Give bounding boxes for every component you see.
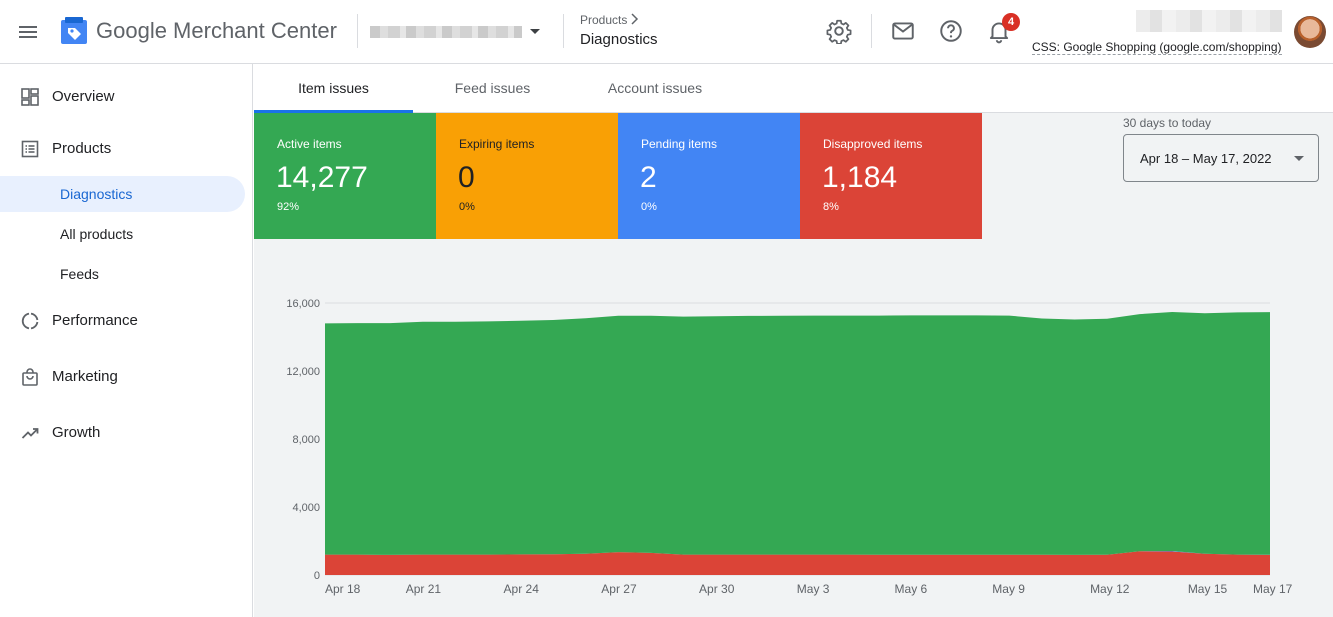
sidebar-item-label: Marketing [52, 368, 118, 385]
avatar[interactable] [1294, 16, 1326, 48]
x-tick-label: Apr 18 [325, 582, 361, 596]
date-range-caption: 30 days to today [1123, 116, 1212, 130]
expiring-items-card[interactable]: Expiring items 0 0% [436, 113, 618, 239]
x-tick-label: May 17 [1253, 582, 1293, 596]
sidebar-item-products[interactable]: Products [0, 130, 245, 166]
active-items-card[interactable]: Active items 14,277 92% [254, 113, 436, 239]
sidebar-item-label: Products [52, 140, 112, 157]
sidebar-item-marketing[interactable]: Marketing [0, 358, 245, 394]
trending-up-icon [21, 428, 39, 439]
pending-items-card[interactable]: Pending items 2 0% [618, 113, 800, 239]
card-label: Disapproved items [823, 137, 923, 151]
x-tick-label: May 3 [797, 582, 830, 596]
page-title: Diagnostics [580, 31, 658, 48]
settings-icon[interactable] [826, 18, 852, 44]
card-value: 1,184 [822, 161, 898, 194]
card-label: Expiring items [459, 137, 535, 151]
sidebar-subitem-label: All products [60, 226, 134, 242]
card-percent: 0% [459, 201, 475, 213]
card-value: 2 [640, 161, 657, 194]
x-tick-label: Apr 21 [406, 582, 442, 596]
notification-badge: 4 [1002, 13, 1020, 31]
sidebar-subitem-all-products[interactable]: All products [0, 216, 245, 252]
sidebar-item-overview[interactable]: Overview [0, 78, 245, 114]
x-tick-label: Apr 24 [504, 582, 540, 596]
sidebar-item-label: Overview [52, 88, 115, 105]
bell-icon[interactable] [986, 18, 1012, 44]
series-area-3[interactable] [325, 312, 1270, 555]
card-percent: 92% [277, 201, 300, 213]
sidebar-subitem-label: Feeds [60, 266, 99, 282]
donut-icon [21, 312, 39, 330]
header-divider [871, 14, 872, 48]
chevron-down-icon [530, 29, 540, 34]
x-tick-label: May 12 [1090, 582, 1130, 596]
y-tick-label: 8,000 [292, 434, 320, 446]
card-label: Pending items [641, 137, 718, 151]
account-selector[interactable] [368, 20, 546, 44]
css-account-link[interactable]: CSS: Google Shopping (google.com/shoppin… [1032, 40, 1282, 55]
chevron-down-icon [1294, 156, 1304, 161]
card-percent: 0% [641, 201, 657, 213]
sidebar-subitem-diagnostics[interactable]: Diagnostics [0, 176, 245, 212]
sidebar-item-label: Growth [52, 424, 101, 441]
item-status-chart: 0 4,000 8,000 12,000 16,000 Apr 18 Apr 21 Apr 2… [286, 298, 1293, 596]
y-tick-label: 0 [314, 570, 320, 582]
app-header: Google Merchant Center Products Diagnost… [0, 0, 1333, 64]
y-tick-label: 4,000 [292, 502, 320, 514]
tab-account-issues[interactable]: Account issues [607, 80, 703, 96]
date-range-value: Apr 18 – May 17, 2022 [1140, 151, 1272, 166]
y-tick-label: 16,000 [286, 298, 320, 310]
account-name-redacted [370, 26, 522, 38]
series-area-0[interactable] [325, 551, 1270, 575]
sidebar-item-growth[interactable]: Growth [0, 414, 245, 450]
card-percent: 8% [823, 201, 839, 213]
list-icon [21, 140, 39, 158]
user-name-redacted [1136, 10, 1282, 32]
x-tick-label: Apr 30 [699, 582, 735, 596]
menu-icon[interactable] [12, 16, 44, 48]
main-content: Item issues Feed issues Account issues A… [254, 64, 1333, 617]
breadcrumb-parent[interactable]: Products [580, 13, 628, 27]
card-label: Active items [277, 137, 342, 151]
y-tick-label: 12,000 [286, 366, 320, 378]
x-tick-label: Apr 27 [601, 582, 637, 596]
sidebar-subitem-label: Diagnostics [60, 186, 133, 202]
sidebar-item-performance[interactable]: Performance [0, 302, 245, 338]
sidebar: Overview Products Diagnostics All produc… [0, 64, 253, 617]
disapproved-items-card[interactable]: Disapproved items 1,184 8% [800, 113, 982, 239]
series-area-1[interactable] [325, 551, 1270, 555]
sidebar-item-label: Performance [52, 312, 138, 329]
dashboard-icon [21, 88, 39, 106]
chevron-right-icon [631, 13, 639, 25]
card-value: 0 [458, 161, 475, 194]
x-tick-label: May 15 [1188, 582, 1228, 596]
x-tick-label: May 9 [992, 582, 1025, 596]
merchant-center-logo-icon [61, 17, 87, 44]
x-tick-label: May 6 [895, 582, 928, 596]
app-name: Google Merchant Center [96, 18, 337, 43]
tab-bar: Item issues Feed issues Account issues [254, 64, 1333, 113]
header-divider [357, 14, 358, 48]
help-icon[interactable] [938, 18, 964, 44]
tab-item-issues[interactable]: Item issues [254, 64, 413, 113]
mail-icon[interactable] [890, 18, 916, 44]
card-value: 14,277 [276, 161, 368, 194]
shopping-bag-icon [22, 368, 38, 386]
tab-feed-issues[interactable]: Feed issues [454, 80, 531, 96]
header-divider [563, 14, 564, 48]
sidebar-subitem-feeds[interactable]: Feeds [0, 256, 245, 292]
date-range-select[interactable]: Apr 18 – May 17, 2022 [1123, 134, 1319, 182]
